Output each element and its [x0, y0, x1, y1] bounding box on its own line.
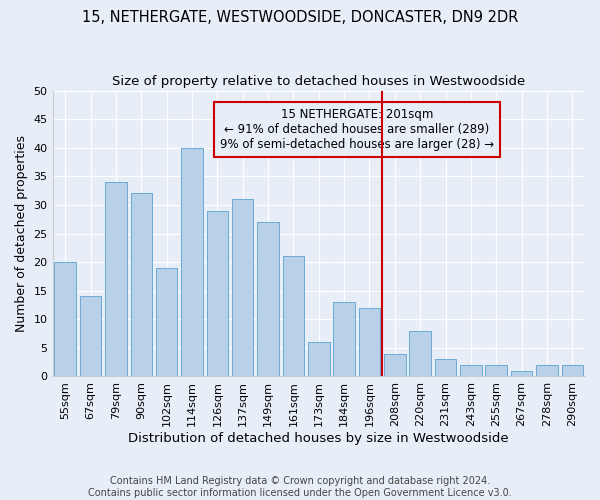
Bar	[55, 262, 76, 376]
Bar	[485, 365, 507, 376]
Bar	[181, 148, 203, 376]
Bar	[80, 296, 101, 376]
Bar	[105, 182, 127, 376]
Title: Size of property relative to detached houses in Westwoodside: Size of property relative to detached ho…	[112, 75, 526, 88]
Bar	[562, 365, 583, 376]
Bar	[384, 354, 406, 376]
Bar	[156, 268, 178, 376]
Bar	[308, 342, 329, 376]
Bar	[511, 370, 532, 376]
Bar	[232, 199, 253, 376]
Bar	[283, 256, 304, 376]
Bar	[131, 194, 152, 376]
Y-axis label: Number of detached properties: Number of detached properties	[15, 135, 28, 332]
Bar	[460, 365, 482, 376]
Text: 15 NETHERGATE: 201sqm
← 91% of detached houses are smaller (289)
9% of semi-deta: 15 NETHERGATE: 201sqm ← 91% of detached …	[220, 108, 494, 150]
Bar	[536, 365, 558, 376]
Bar	[359, 308, 380, 376]
Bar	[409, 330, 431, 376]
Text: 15, NETHERGATE, WESTWOODSIDE, DONCASTER, DN9 2DR: 15, NETHERGATE, WESTWOODSIDE, DONCASTER,…	[82, 10, 518, 25]
Bar	[435, 360, 457, 376]
X-axis label: Distribution of detached houses by size in Westwoodside: Distribution of detached houses by size …	[128, 432, 509, 445]
Text: Contains HM Land Registry data © Crown copyright and database right 2024.
Contai: Contains HM Land Registry data © Crown c…	[88, 476, 512, 498]
Bar	[334, 302, 355, 376]
Bar	[206, 210, 228, 376]
Bar	[257, 222, 279, 376]
